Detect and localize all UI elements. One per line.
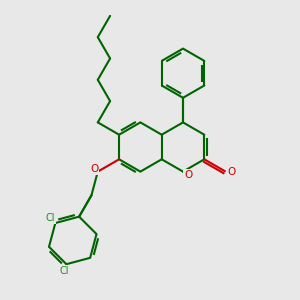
Text: Cl: Cl xyxy=(45,213,55,223)
Text: O: O xyxy=(184,169,193,180)
Text: O: O xyxy=(90,164,98,174)
Text: Cl: Cl xyxy=(60,266,69,276)
Text: O: O xyxy=(227,167,235,177)
